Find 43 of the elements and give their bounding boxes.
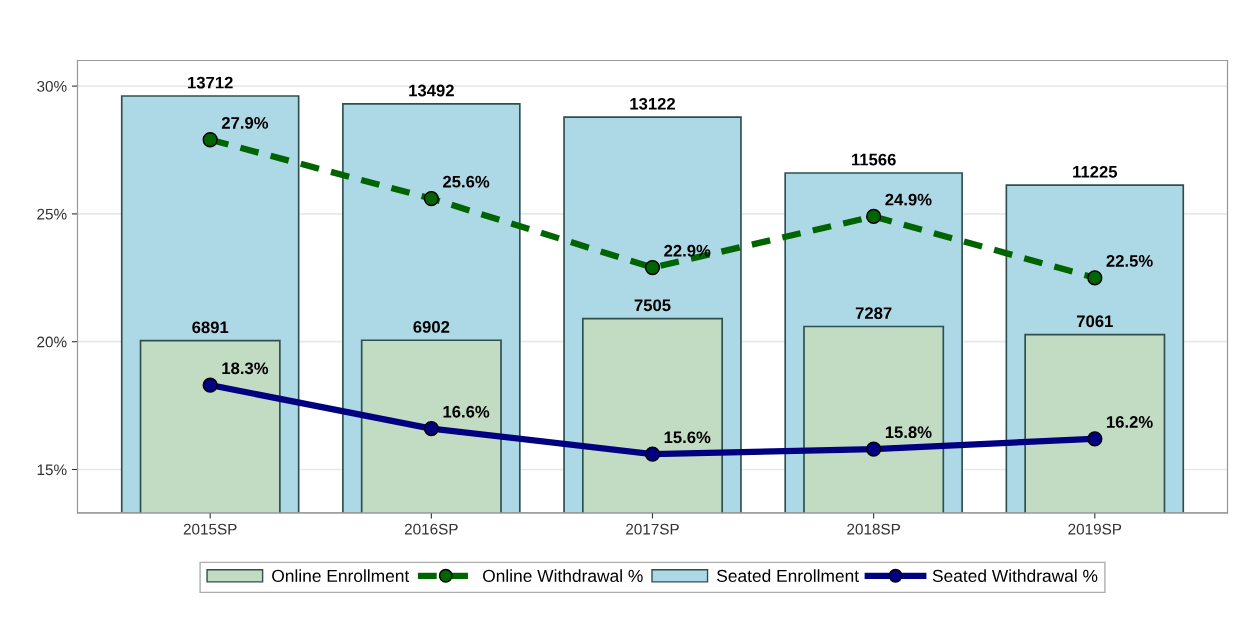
y-tick-label: 30% [37,80,67,92]
point [423,190,439,207]
y-tick-label: 25% [37,208,67,220]
legend-label: Seated Withdrawal % [932,569,1098,583]
data-label: 15.8% [885,426,932,439]
x-tick-label: 2016SP [404,523,458,535]
point [644,446,661,462]
data-label: 7061 [1076,315,1113,328]
data-label: 13122 [630,97,676,110]
point [202,132,218,148]
point [202,377,218,393]
data-label: 16.2% [1106,416,1153,428]
point [423,420,439,437]
data-label: 24.9% [885,193,932,206]
data-label: 22.9% [664,244,711,257]
point [866,441,882,457]
data-label: 6891 [192,321,229,334]
y-tick-label: 20% [37,336,67,348]
data-label: 22.5% [1106,255,1153,267]
x-tick-label: 2017SP [626,523,679,535]
x-tick-label: 2015SP [183,523,237,535]
data-label: 16.6% [443,405,490,418]
data-label: 15.6% [664,431,711,444]
data-label: 27.9% [221,117,269,129]
legend-label: Seated Enrollment [717,569,859,583]
legend-label: Online Enrollment [272,569,410,583]
point [866,208,882,225]
data-label: 11566 [851,153,896,166]
data-label: 7287 [855,307,892,320]
data-label: 18.3% [222,362,269,375]
y-tick-label: 15% [37,464,67,476]
data-label: 11225 [1073,165,1118,178]
data-label: 7505 [634,299,671,312]
legend-label: Online Withdrawal % [483,569,643,583]
point [1087,270,1103,286]
point [1087,431,1103,447]
data-label: 13712 [188,76,233,89]
data-label: 6902 [413,321,450,333]
x-tick-label: 2018SP [847,523,901,535]
x-tick-label: 2019SP [1068,523,1122,535]
point [644,259,661,276]
data-label: 25.6% [443,175,490,188]
data-label: 13492 [409,84,454,97]
